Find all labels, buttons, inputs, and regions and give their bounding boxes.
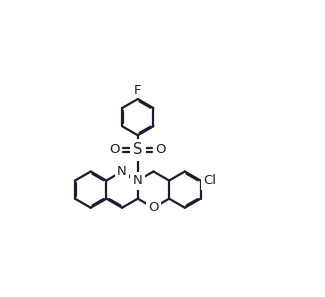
Text: F: F — [134, 84, 141, 97]
Text: Cl: Cl — [203, 174, 216, 187]
Text: O: O — [110, 143, 120, 157]
Text: O: O — [155, 143, 166, 157]
Text: S: S — [133, 143, 142, 157]
Text: O: O — [148, 201, 159, 214]
Text: N: N — [133, 174, 143, 187]
Text: N: N — [117, 165, 127, 178]
